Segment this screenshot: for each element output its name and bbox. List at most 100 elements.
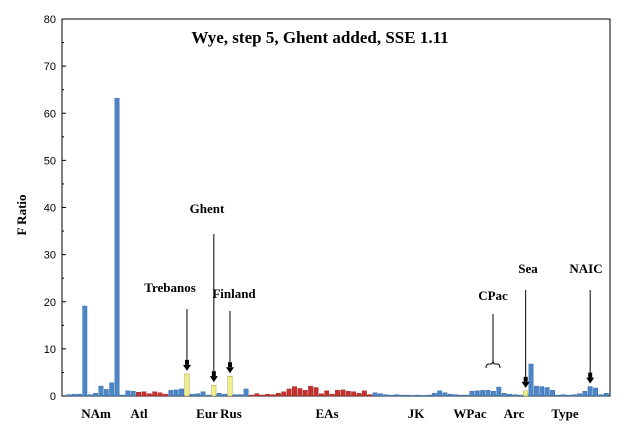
group-label-rus: Rus <box>220 406 242 421</box>
bar-b26 <box>200 391 206 397</box>
bar-b32 <box>232 394 238 397</box>
bar-b6 <box>93 392 98 397</box>
bar-Ghent <box>211 384 217 397</box>
bar-b50 <box>329 393 335 397</box>
cpac-bracket <box>485 359 501 369</box>
bar-b2 <box>71 393 77 397</box>
annotation-arrow-head <box>225 367 234 374</box>
group-label-wpac: WPac <box>453 406 486 421</box>
bar-b52 <box>340 389 346 397</box>
bar-b71 <box>442 392 448 397</box>
bar-b99 <box>593 387 598 397</box>
bar-b44 <box>297 388 303 397</box>
bar-b89 <box>539 386 545 397</box>
bar-b34 <box>243 388 249 397</box>
y-tick-label: 30 <box>44 250 56 262</box>
bar-b87 <box>528 363 534 397</box>
annotation-arrow-head <box>586 377 595 384</box>
bar-b68 <box>426 394 432 397</box>
annotation-arrow-stem <box>523 376 528 382</box>
bar-b61 <box>388 394 394 397</box>
bar-b67 <box>421 395 426 397</box>
y-tick-label: 50 <box>44 155 56 167</box>
bar-b58 <box>372 392 378 397</box>
bar-b27 <box>206 394 211 397</box>
y-tick-label: 0 <box>50 391 56 403</box>
bar-b29 <box>216 392 222 397</box>
bar-b15 <box>141 391 147 397</box>
group-label-eas: EAs <box>315 406 338 421</box>
annotation-naic: NAIC <box>569 261 602 276</box>
bar-Trebanos <box>184 373 190 397</box>
bar-b100 <box>598 394 604 397</box>
annotation-ghent: Ghent <box>190 201 225 216</box>
bar-series <box>66 97 609 397</box>
y-tick-label: 40 <box>44 203 56 215</box>
bar-b25 <box>195 393 201 397</box>
bar-b20 <box>168 390 174 397</box>
bar-b38 <box>265 393 271 397</box>
bar-b45 <box>302 390 308 397</box>
annotation-arrow-stem <box>227 362 232 368</box>
y-tick-label: 60 <box>44 108 56 120</box>
bar-b76 <box>469 391 475 397</box>
bar-b60 <box>383 394 389 397</box>
bar-b54 <box>351 391 357 397</box>
bar-b39 <box>270 394 276 397</box>
bar-b69 <box>431 392 437 397</box>
bar-b37 <box>259 394 265 397</box>
group-label-jk: JK <box>408 406 426 421</box>
bar-b73 <box>453 394 459 397</box>
bar-Sea <box>523 390 529 397</box>
bar-b74 <box>458 394 464 397</box>
bar-b3 <box>77 393 82 397</box>
bar-b19 <box>163 393 168 397</box>
bar-b40 <box>275 392 281 397</box>
bar-b65 <box>410 395 416 397</box>
bar-b1 <box>66 394 72 397</box>
group-label-eur: Eur <box>196 406 218 421</box>
bar-b13 <box>130 391 136 397</box>
annotation-arrow-head <box>182 364 191 371</box>
y-axis-label: F Ratio <box>14 194 29 235</box>
bar-b96 <box>577 393 582 397</box>
bar-Finland <box>227 376 233 397</box>
bar-b11 <box>120 394 125 397</box>
bar-b56 <box>361 390 367 397</box>
annotation-cpac: CPac <box>478 288 508 303</box>
annotation-trebanos: Trebanos <box>144 280 196 295</box>
bar-b72 <box>447 393 453 397</box>
bar-b41 <box>281 391 287 397</box>
bar-b55 <box>356 392 362 397</box>
bar-b92 <box>555 394 561 397</box>
bar-b62 <box>394 394 400 397</box>
bar-b22 <box>179 388 184 397</box>
y-axis-ticks: 0 10 20 30 40 50 60 70 80 <box>44 14 66 403</box>
group-label-atl: Atl <box>130 406 148 421</box>
bar-b90 <box>544 387 550 397</box>
bar-b5 <box>87 394 93 397</box>
bar-b85 <box>517 394 523 397</box>
y-tick-label: 70 <box>44 61 56 73</box>
bar-b75 <box>464 394 469 397</box>
y-tick-label: 20 <box>44 297 56 309</box>
annotation-sea: Sea <box>518 261 538 276</box>
bar-b53 <box>345 391 351 397</box>
bar-b91 <box>550 390 555 397</box>
bar-b35 <box>249 394 254 397</box>
bar-b10 <box>114 97 120 397</box>
bar-b94 <box>566 394 572 397</box>
bar-b64 <box>404 394 410 397</box>
annotation-finland: Finland <box>212 286 256 301</box>
annotation-arrow-stem <box>211 371 216 377</box>
bar-b82 <box>501 392 507 397</box>
bar-b47 <box>313 387 319 397</box>
y-tick-label: 10 <box>44 344 56 356</box>
bar-b12 <box>125 390 131 397</box>
bar-b43 <box>292 386 297 397</box>
bar-b63 <box>399 394 405 397</box>
bar-b66 <box>415 394 421 397</box>
annotation-layer: Trebanos Ghent Finland CPac Sea NAIC <box>144 201 603 388</box>
